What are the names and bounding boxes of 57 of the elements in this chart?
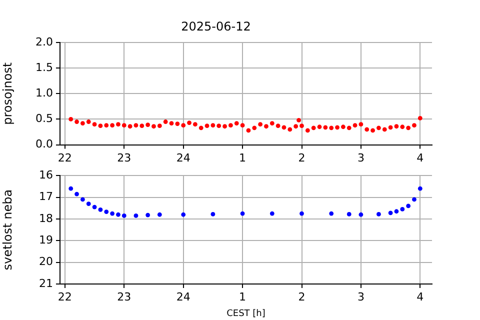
- point: [388, 210, 393, 216]
- point: [110, 211, 114, 216]
- x-tick-label: 22: [58, 290, 72, 304]
- x-tick-label: 3: [357, 151, 364, 164]
- point: [418, 186, 422, 191]
- point: [181, 212, 186, 217]
- point: [116, 212, 120, 217]
- y-tick-label: 18: [39, 212, 53, 225]
- point: [346, 212, 352, 216]
- x-tick-label: 23: [117, 151, 132, 164]
- y-tick-label: 1.0: [36, 86, 53, 100]
- point: [104, 210, 109, 214]
- point: [210, 212, 216, 216]
- point: [92, 204, 97, 210]
- point: [157, 212, 162, 217]
- y-tick-label: 0.0: [36, 138, 53, 151]
- x-tick-label: 24: [176, 151, 190, 164]
- point: [86, 202, 91, 206]
- y-axis-title: svetlost neba: [0, 189, 14, 270]
- y-tick-label: 0.5: [36, 112, 53, 126]
- chart-title: 2025-06-12: [181, 19, 251, 34]
- point: [412, 197, 416, 202]
- x-axis-title: CEST [h]: [226, 308, 266, 319]
- point: [329, 211, 334, 216]
- point: [400, 207, 405, 212]
- point: [358, 212, 364, 217]
- y-tick-label: 1.5: [36, 60, 53, 74]
- x-tick-label: 23: [117, 290, 132, 304]
- x-tick-label: 2: [298, 151, 306, 164]
- point: [300, 211, 304, 216]
- y-tick-label: 17: [39, 190, 53, 204]
- point: [68, 186, 74, 191]
- x-tick-label: 1: [239, 151, 246, 164]
- x-tick-label: 24: [176, 290, 190, 304]
- point: [376, 212, 381, 216]
- point: [134, 214, 138, 218]
- point: [394, 209, 399, 214]
- y-axis-title: prosojnost: [0, 62, 14, 125]
- point: [74, 192, 79, 196]
- point: [122, 214, 126, 218]
- x-tick-label: 3: [357, 290, 364, 304]
- y-tick-label: 16: [39, 168, 53, 182]
- y-tick-label: 20: [39, 255, 53, 268]
- point: [270, 211, 274, 216]
- x-tick-label: 22: [58, 151, 72, 164]
- y-tick-label: 2.0: [36, 35, 53, 48]
- x-tick-label: 1: [239, 290, 246, 304]
- point: [146, 212, 150, 218]
- y-tick-label: 19: [39, 234, 53, 246]
- x-tick-label: 2: [298, 290, 306, 304]
- point: [406, 204, 411, 208]
- point: [240, 211, 245, 216]
- point: [98, 207, 103, 212]
- x-tick-label: 4: [416, 151, 424, 164]
- x-tick-label: 4: [416, 290, 424, 304]
- point: [80, 197, 85, 202]
- y-tick-label: 21: [39, 276, 53, 290]
